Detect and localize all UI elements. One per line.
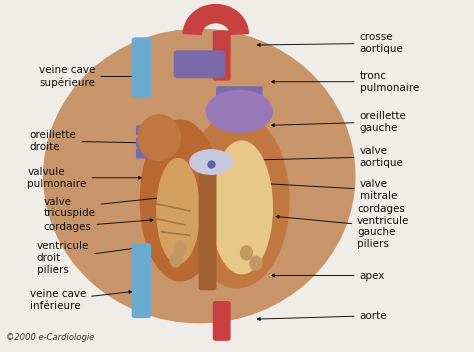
Text: valvule
pulmonaire: valvule pulmonaire: [27, 167, 141, 189]
Text: valve
tricuspide: valve tricuspide: [44, 196, 165, 218]
Ellipse shape: [206, 90, 273, 132]
Text: valve
mitrale: valve mitrale: [257, 179, 397, 201]
Ellipse shape: [174, 243, 186, 256]
Text: crosse
aortique: crosse aortique: [257, 32, 403, 54]
Text: oreillette
droite: oreillette droite: [30, 130, 141, 152]
Ellipse shape: [44, 29, 355, 323]
Text: ventricule
droit
piliers: ventricule droit piliers: [36, 241, 148, 275]
FancyBboxPatch shape: [174, 51, 224, 77]
FancyBboxPatch shape: [217, 115, 262, 125]
FancyBboxPatch shape: [217, 101, 262, 111]
FancyBboxPatch shape: [199, 153, 216, 289]
Ellipse shape: [250, 256, 262, 270]
FancyBboxPatch shape: [132, 244, 150, 318]
Text: oreillette
gauche: oreillette gauche: [272, 111, 406, 133]
Text: cordages: cordages: [44, 219, 153, 232]
Ellipse shape: [185, 113, 289, 288]
FancyBboxPatch shape: [213, 302, 230, 340]
Ellipse shape: [157, 158, 199, 263]
Text: apex: apex: [272, 271, 385, 281]
FancyBboxPatch shape: [137, 149, 168, 158]
FancyBboxPatch shape: [137, 138, 168, 147]
Ellipse shape: [190, 150, 232, 174]
Ellipse shape: [170, 253, 182, 267]
Ellipse shape: [240, 246, 252, 260]
FancyBboxPatch shape: [217, 87, 262, 97]
Text: ©2000 e-Cardiologie: ©2000 e-Cardiologie: [6, 333, 94, 342]
Text: veine cave
inférieure: veine cave inférieure: [30, 289, 132, 311]
FancyBboxPatch shape: [132, 38, 150, 98]
Text: tronc
pulmonaire: tronc pulmonaire: [272, 71, 419, 93]
FancyBboxPatch shape: [137, 126, 168, 135]
Text: valve
aortique: valve aortique: [246, 146, 403, 168]
Ellipse shape: [211, 141, 273, 274]
Text: veine cave
supérieure: veine cave supérieure: [39, 65, 137, 88]
Ellipse shape: [140, 120, 220, 281]
Text: aorte: aorte: [257, 311, 387, 321]
Ellipse shape: [138, 115, 181, 160]
Text: cordages
ventricule
gauche
piliers: cordages ventricule gauche piliers: [276, 204, 410, 249]
FancyBboxPatch shape: [213, 31, 230, 80]
